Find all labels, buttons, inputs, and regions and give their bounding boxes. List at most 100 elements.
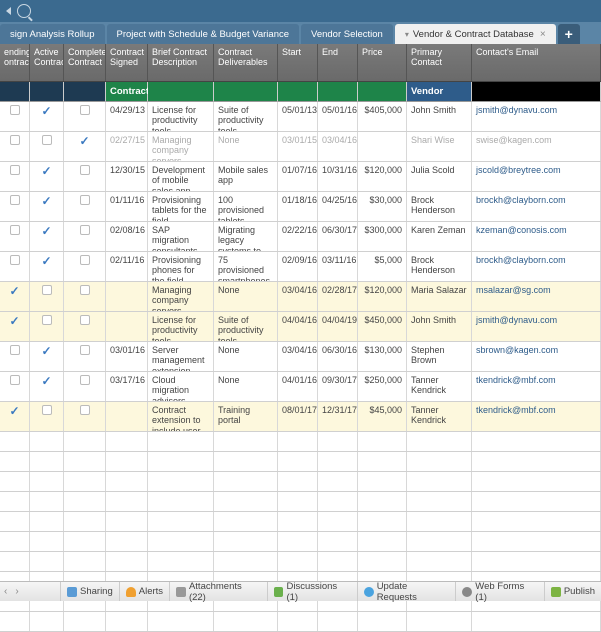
cell-price[interactable]: $300,000 — [358, 222, 407, 251]
chevron-left-icon[interactable]: ‹ — [4, 586, 7, 597]
cell-completed[interactable]: ✓ — [64, 132, 106, 161]
cell-contact[interactable]: Karen Zeman — [407, 222, 472, 251]
cell-desc[interactable]: Provisioning phones for the field — [148, 252, 214, 281]
cell-desc[interactable]: Managing company servers — [148, 132, 214, 161]
table-row[interactable]: ✓Managing company serversNone03/04/1602/… — [0, 282, 601, 312]
bottom-tab-bell[interactable]: Alerts — [119, 582, 169, 601]
table-row[interactable]: ✓ 04/29/13License for productivity toolsS… — [0, 102, 601, 132]
column-header-3[interactable]: Contract Signed — [106, 44, 148, 81]
cell-start[interactable]: 01/07/16 — [278, 162, 318, 191]
column-header-8[interactable]: Price — [358, 44, 407, 81]
cell-deliv[interactable]: None — [214, 342, 278, 371]
cell-start[interactable]: 04/01/16 — [278, 372, 318, 401]
filter-cell-8[interactable] — [358, 82, 407, 102]
cell-active[interactable] — [30, 132, 64, 161]
cell-signed[interactable]: 12/30/15 — [106, 162, 148, 191]
cell-pending[interactable]: ✓ — [0, 402, 30, 431]
table-row[interactable]: ✓ Contract extension to include user trai… — [0, 402, 601, 432]
cell-signed[interactable]: 04/29/13 — [106, 102, 148, 131]
cell-pending[interactable] — [0, 192, 30, 221]
cell-active[interactable]: ✓ — [30, 252, 64, 281]
column-header-4[interactable]: Brief Contract Description — [148, 44, 214, 81]
cell-deliv[interactable]: Migrating legacy systems to SAP — [214, 222, 278, 251]
cell-contact[interactable]: John Smith — [407, 312, 472, 341]
cell-end[interactable]: 06/30/16 — [318, 342, 358, 371]
cell-start[interactable]: 02/22/16 — [278, 222, 318, 251]
cell-end[interactable]: 06/30/17 — [318, 222, 358, 251]
bottom-tab-refresh[interactable]: Update Requests — [357, 582, 456, 601]
cell-deliv[interactable]: None — [214, 282, 278, 311]
cell-completed[interactable] — [64, 102, 106, 131]
cell-signed[interactable]: 02/27/15 — [106, 132, 148, 161]
cell-pending[interactable]: ✓ — [0, 312, 30, 341]
cell-desc[interactable]: Development of mobile sales app — [148, 162, 214, 191]
bottom-tab-clip[interactable]: Attachments (22) — [169, 582, 267, 601]
cell-signed[interactable]: 03/01/16 — [106, 342, 148, 371]
cell-active[interactable] — [30, 312, 64, 341]
cell-signed[interactable]: 01/11/16 — [106, 192, 148, 221]
cell-contact[interactable]: Julia Scold — [407, 162, 472, 191]
cell-email[interactable]: swise@kagen.com — [472, 132, 601, 161]
table-row[interactable]: ✓02/27/15Managing company serversNone 03/… — [0, 132, 601, 162]
cell-completed[interactable] — [64, 252, 106, 281]
cell-email[interactable]: jscold@breytree.com — [472, 162, 601, 191]
cell-pending[interactable] — [0, 132, 30, 161]
cell-signed[interactable] — [106, 282, 148, 311]
cell-contact[interactable]: Tanner Kendrick — [407, 372, 472, 401]
cell-desc[interactable]: License for productivity tools — [148, 312, 214, 341]
filter-cell-9[interactable]: Vendor — [407, 82, 472, 102]
filter-cell-4[interactable] — [148, 82, 214, 102]
cell-completed[interactable] — [64, 342, 106, 371]
filter-cell-3[interactable]: Contract — [106, 82, 148, 102]
cell-contact[interactable]: Brock Henderson — [407, 192, 472, 221]
cell-desc[interactable]: Server management extension — [148, 342, 214, 371]
column-header-6[interactable]: Start — [278, 44, 318, 81]
cell-signed[interactable]: 02/08/16 — [106, 222, 148, 251]
cell-deliv[interactable]: None — [214, 132, 278, 161]
cell-desc[interactable]: Contract extension to include user train… — [148, 402, 214, 431]
filter-cell-6[interactable] — [278, 82, 318, 102]
column-header-5[interactable]: Contract Deliverables — [214, 44, 278, 81]
cell-email[interactable]: tkendrick@mbf.com — [472, 402, 601, 431]
table-row[interactable]: ✓03/01/16Server management extensionNone… — [0, 342, 601, 372]
cell-price[interactable]: $250,000 — [358, 372, 407, 401]
cell-deliv[interactable]: Suite of productivity tools — [214, 312, 278, 341]
cell-start[interactable]: 01/18/16 — [278, 192, 318, 221]
cell-price[interactable]: $120,000 — [358, 282, 407, 311]
cell-contact[interactable]: John Smith — [407, 102, 472, 131]
cell-pending[interactable] — [0, 342, 30, 371]
cell-end[interactable]: 10/31/16 — [318, 162, 358, 191]
close-icon[interactable]: × — [540, 29, 546, 40]
cell-price[interactable]: $130,000 — [358, 342, 407, 371]
cell-end[interactable]: 03/04/16 — [318, 132, 358, 161]
cell-contact[interactable]: Maria Salazar — [407, 282, 472, 311]
tab-0[interactable]: sign Analysis Rollup — [0, 24, 105, 44]
cell-active[interactable]: ✓ — [30, 372, 64, 401]
cell-email[interactable]: jsmith@dynavu.com — [472, 312, 601, 341]
cell-desc[interactable]: Provisioning tablets for the field — [148, 192, 214, 221]
cell-signed[interactable]: 02/11/16 — [106, 252, 148, 281]
chevron-right-icon[interactable]: › — [15, 586, 18, 597]
cell-signed[interactable]: 03/17/16 — [106, 372, 148, 401]
cell-end[interactable]: 05/01/16 — [318, 102, 358, 131]
column-header-1[interactable]: Active Contract — [30, 44, 64, 81]
cell-deliv[interactable]: Suite of productivity tools — [214, 102, 278, 131]
cell-end[interactable]: 12/31/17 — [318, 402, 358, 431]
column-header-7[interactable]: End — [318, 44, 358, 81]
cell-desc[interactable]: License for productivity tools — [148, 102, 214, 131]
cell-completed[interactable] — [64, 222, 106, 251]
cell-end[interactable]: 02/28/17 — [318, 282, 358, 311]
cell-email[interactable]: tkendrick@mbf.com — [472, 372, 601, 401]
column-header-10[interactable]: Contact's Email — [472, 44, 601, 81]
table-row[interactable]: ✓01/11/16Provisioning tablets for the fi… — [0, 192, 601, 222]
cell-price[interactable]: $5,000 — [358, 252, 407, 281]
filter-cell-1[interactable] — [30, 82, 64, 102]
cell-end[interactable]: 03/11/16 — [318, 252, 358, 281]
tab-2[interactable]: Vendor Selection — [301, 24, 393, 44]
bottom-tab-people[interactable]: Sharing — [60, 582, 119, 601]
bottom-tab-web[interactable]: Web Forms (1) — [455, 582, 543, 601]
cell-active[interactable]: ✓ — [30, 102, 64, 131]
table-row[interactable]: ✓02/08/16SAP migration consultantsMigrat… — [0, 222, 601, 252]
cell-active[interactable]: ✓ — [30, 162, 64, 191]
filter-cell-2[interactable] — [64, 82, 106, 102]
